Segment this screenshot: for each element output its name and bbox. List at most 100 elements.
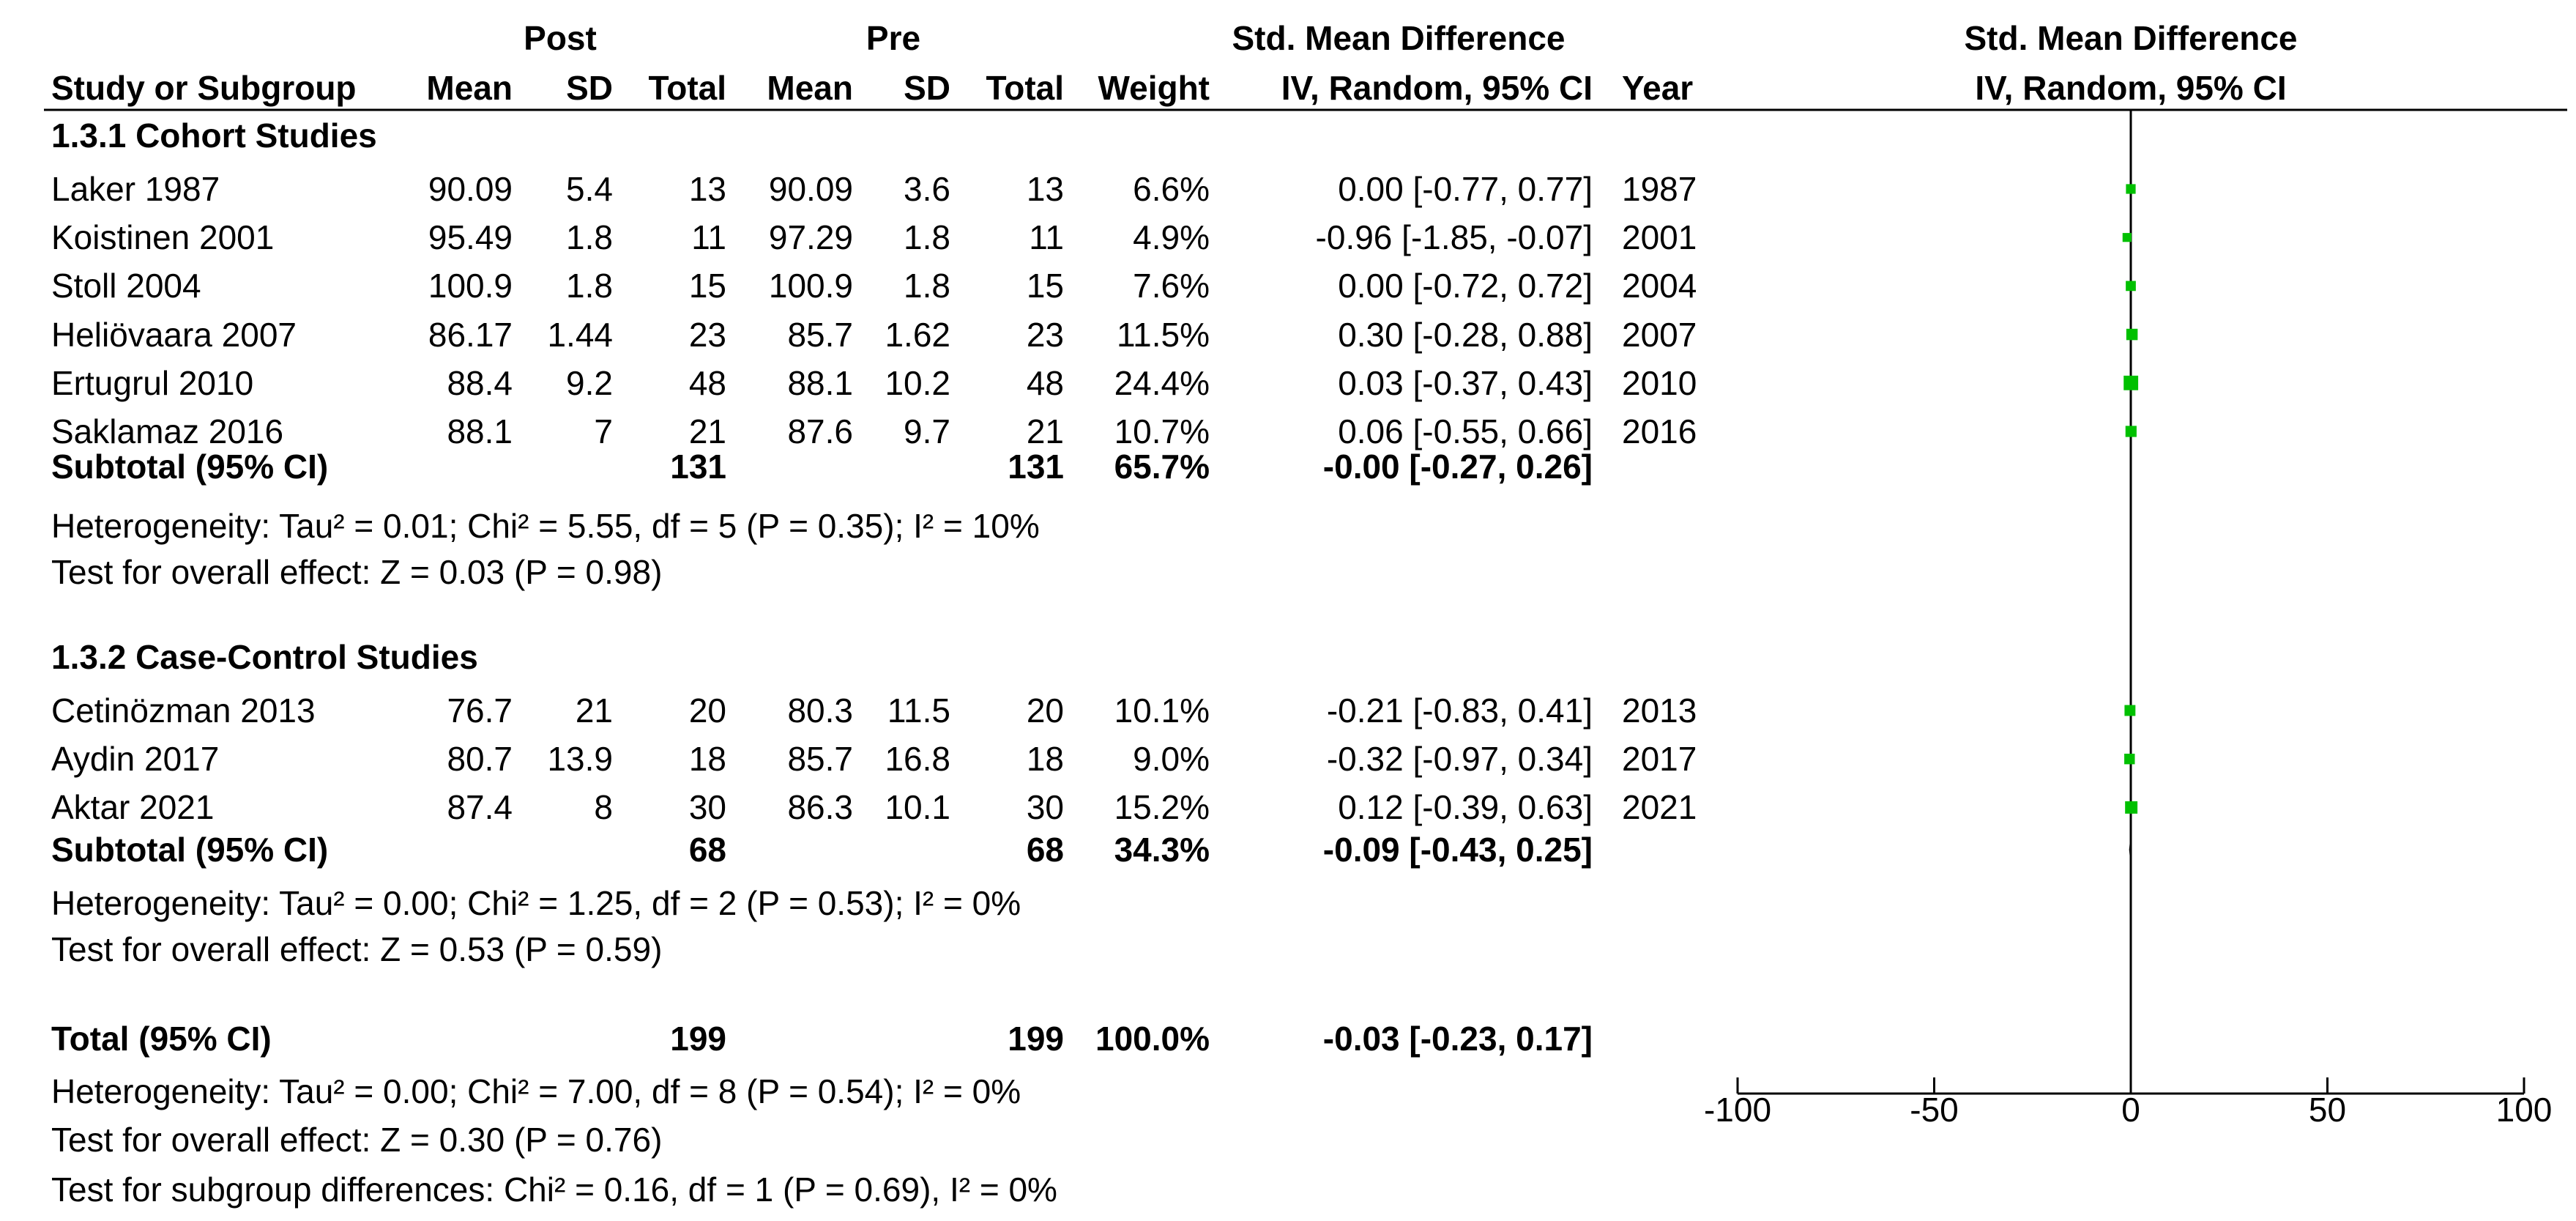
study-sd-post: 8 xyxy=(594,788,613,827)
study-mean-pre: 97.29 xyxy=(768,218,853,257)
subtotal-label: Subtotal (95% CI) xyxy=(51,448,329,486)
total-weight: 100.0% xyxy=(1095,1020,1210,1058)
study-sd-post: 9.2 xyxy=(566,363,613,402)
study-year: 2007 xyxy=(1622,315,1697,354)
study-name: Stoll 2004 xyxy=(51,267,201,305)
study-total-post: 23 xyxy=(688,315,726,354)
study-weight: 9.0% xyxy=(1133,740,1210,779)
total-label: Total (95% CI) xyxy=(51,1020,272,1058)
header-weight: Weight xyxy=(1098,69,1210,107)
study-mean-pre: 85.7 xyxy=(787,315,853,354)
study-sd-pre: 1.8 xyxy=(904,267,950,305)
study-total-pre: 15 xyxy=(1026,267,1064,305)
header-sd-pre: SD xyxy=(904,69,950,107)
study-mean-post: 76.7 xyxy=(447,691,513,730)
subtotal-ci: -0.09 [-0.43, 0.25] xyxy=(1322,831,1593,869)
study-estimate-marker xyxy=(2126,184,2136,194)
header-plot-title: Std. Mean Difference xyxy=(1964,19,2298,57)
study-weight: 24.4% xyxy=(1114,363,1210,402)
study-sd-pre: 1.62 xyxy=(885,315,950,354)
study-mean-post: 88.1 xyxy=(447,412,513,450)
study-total-pre: 20 xyxy=(1026,691,1064,730)
study-mean-post: 86.17 xyxy=(428,315,513,354)
study-year: 2021 xyxy=(1622,788,1697,827)
study-name: Saklamaz 2016 xyxy=(51,412,284,450)
study-mean-post: 100.9 xyxy=(428,267,513,305)
study-name: Cetinözman 2013 xyxy=(51,691,316,730)
study-total-pre: 23 xyxy=(1026,315,1064,354)
summary-diamond xyxy=(2129,1025,2132,1052)
study-year: 2010 xyxy=(1622,363,1697,402)
study-ci: 0.03 [-0.37, 0.43] xyxy=(1338,363,1593,402)
study-sd-pre: 9.7 xyxy=(904,412,950,450)
header-pre-group: Pre xyxy=(866,19,921,57)
total-ci: -0.03 [-0.23, 0.17] xyxy=(1322,1020,1593,1058)
total-total-post: 199 xyxy=(670,1020,726,1058)
study-ci: 0.30 [-0.28, 0.88] xyxy=(1338,315,1593,354)
study-name: Heliövaara 2007 xyxy=(51,315,297,354)
summary-diamond xyxy=(2129,836,2132,863)
study-ci: -0.96 [-1.85, -0.07] xyxy=(1315,218,1593,257)
subtotal-total-pre: 131 xyxy=(1008,448,1064,486)
study-year: 1987 xyxy=(1622,170,1697,208)
study-weight: 10.7% xyxy=(1114,412,1210,450)
study-total-post: 48 xyxy=(688,363,726,402)
study-mean-post: 80.7 xyxy=(447,740,513,779)
footer-subgroup-test: Test for subgroup differences: Chi² = 0.… xyxy=(51,1170,1057,1209)
study-total-post: 20 xyxy=(688,691,726,730)
study-ci: 0.00 [-0.77, 0.77] xyxy=(1338,170,1593,208)
study-sd-post: 5.4 xyxy=(566,170,613,208)
study-name: Ertugrul 2010 xyxy=(51,363,254,402)
study-total-post: 11 xyxy=(691,218,726,257)
study-mean-pre: 87.6 xyxy=(787,412,853,450)
study-total-post: 13 xyxy=(688,170,726,208)
study-name: Laker 1987 xyxy=(51,170,220,208)
study-estimate-marker xyxy=(2122,233,2132,242)
x-axis-tick-label: -50 xyxy=(1910,1091,1958,1129)
study-year: 2004 xyxy=(1622,267,1697,305)
study-ci: 0.06 [-0.55, 0.66] xyxy=(1338,412,1593,450)
study-total-pre: 21 xyxy=(1026,412,1064,450)
study-total-pre: 11 xyxy=(1029,218,1064,257)
study-weight: 11.5% xyxy=(1116,315,1210,354)
subtotal-total-post: 68 xyxy=(688,831,726,869)
study-weight: 7.6% xyxy=(1133,267,1210,305)
overall-effect-text: Test for overall effect: Z = 0.03 (P = 0… xyxy=(51,553,663,591)
study-estimate-marker xyxy=(2125,426,2137,437)
subtotal-weight: 65.7% xyxy=(1114,448,1210,486)
study-name: Aydin 2017 xyxy=(51,740,220,779)
header-year: Year xyxy=(1622,69,1694,107)
study-total-pre: 30 xyxy=(1026,788,1064,827)
footer-heterogeneity: Heterogeneity: Tau² = 0.00; Chi² = 7.00,… xyxy=(51,1072,1021,1110)
study-total-pre: 48 xyxy=(1026,363,1064,402)
study-estimate-marker xyxy=(2124,754,2135,765)
study-sd-pre: 16.8 xyxy=(885,740,950,779)
header-mean-pre: Mean xyxy=(767,69,853,107)
study-estimate-marker xyxy=(2123,375,2139,390)
study-sd-post: 7 xyxy=(594,412,613,450)
total-total-pre: 199 xyxy=(1008,1020,1064,1058)
study-sd-post: 1.8 xyxy=(566,218,613,257)
study-mean-post: 88.4 xyxy=(447,363,513,402)
study-sd-pre: 3.6 xyxy=(904,170,950,208)
study-sd-post: 1.8 xyxy=(566,267,613,305)
study-ci: -0.32 [-0.97, 0.34] xyxy=(1326,740,1593,779)
subtotal-weight: 34.3% xyxy=(1114,831,1210,869)
study-sd-post: 13.9 xyxy=(547,740,613,779)
study-weight: 10.1% xyxy=(1114,691,1210,730)
subtotal-ci: -0.00 [-0.27, 0.26] xyxy=(1322,448,1593,486)
study-year: 2001 xyxy=(1622,218,1697,257)
study-total-pre: 18 xyxy=(1026,740,1064,779)
group-title: 1.3.1 Cohort Studies xyxy=(51,116,377,155)
study-mean-pre: 88.1 xyxy=(787,363,853,402)
study-mean-pre: 100.9 xyxy=(768,267,853,305)
study-ci: 0.12 [-0.39, 0.63] xyxy=(1338,788,1593,827)
study-sd-pre: 1.8 xyxy=(904,218,950,257)
study-mean-pre: 90.09 xyxy=(768,170,853,208)
study-total-pre: 13 xyxy=(1026,170,1064,208)
study-sd-pre: 10.2 xyxy=(885,363,950,402)
study-mean-pre: 86.3 xyxy=(787,788,853,827)
header-post-group: Post xyxy=(524,19,597,57)
study-estimate-marker xyxy=(2126,281,2136,292)
x-axis-tick-label: -100 xyxy=(1704,1091,1771,1129)
